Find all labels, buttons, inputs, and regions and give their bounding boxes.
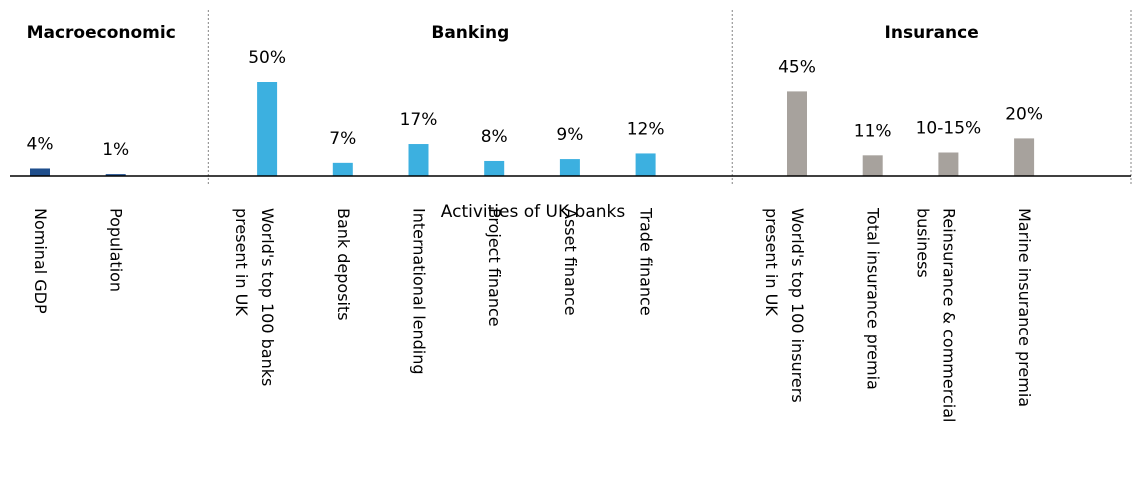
bar xyxy=(30,168,50,176)
bar xyxy=(105,174,126,176)
value-label: 50% xyxy=(248,48,286,68)
bar xyxy=(787,91,807,176)
category-label: Project finance xyxy=(485,208,505,327)
value-label: 11% xyxy=(854,121,892,141)
bar xyxy=(257,82,278,176)
category-label: World's top 100 banks present in UK xyxy=(232,208,278,387)
category-label: Bank deposits xyxy=(333,208,353,321)
value-label: 12% xyxy=(627,119,665,139)
bar xyxy=(559,159,580,176)
category-label: Reinsurance & commercial business xyxy=(913,208,959,423)
value-label: 4% xyxy=(27,134,54,154)
bar xyxy=(1014,138,1035,176)
category-label: Population xyxy=(106,208,126,293)
category-label: World's top 100 insurers present in UK xyxy=(762,208,807,403)
bar xyxy=(938,152,959,176)
category-label: International lending xyxy=(409,208,429,375)
bar xyxy=(408,144,429,176)
bar xyxy=(484,160,505,176)
value-label: 1% xyxy=(102,140,129,160)
category-label: Nominal GDP xyxy=(31,208,50,314)
category-label: Trade finance xyxy=(636,208,656,316)
category-label: Total insurance premia xyxy=(863,208,883,390)
value-label: 17% xyxy=(400,110,438,130)
category-label: Asset finance xyxy=(560,208,580,316)
value-label: 8% xyxy=(481,127,508,147)
group-title: Banking xyxy=(431,23,509,43)
value-label: 45% xyxy=(778,57,816,77)
value-label: 20% xyxy=(1005,104,1043,124)
bar xyxy=(635,153,656,176)
category-label: Marine insurance premia xyxy=(1015,208,1035,408)
value-label: 9% xyxy=(556,125,583,145)
annotation: Activities of UK banks xyxy=(441,202,626,222)
value-label: 10-15% xyxy=(916,119,982,139)
group-title: Macroeconomic xyxy=(27,23,176,43)
bar xyxy=(332,162,353,176)
value-label: 7% xyxy=(329,129,356,149)
group-title: Insurance xyxy=(885,23,979,43)
bar xyxy=(862,155,883,176)
